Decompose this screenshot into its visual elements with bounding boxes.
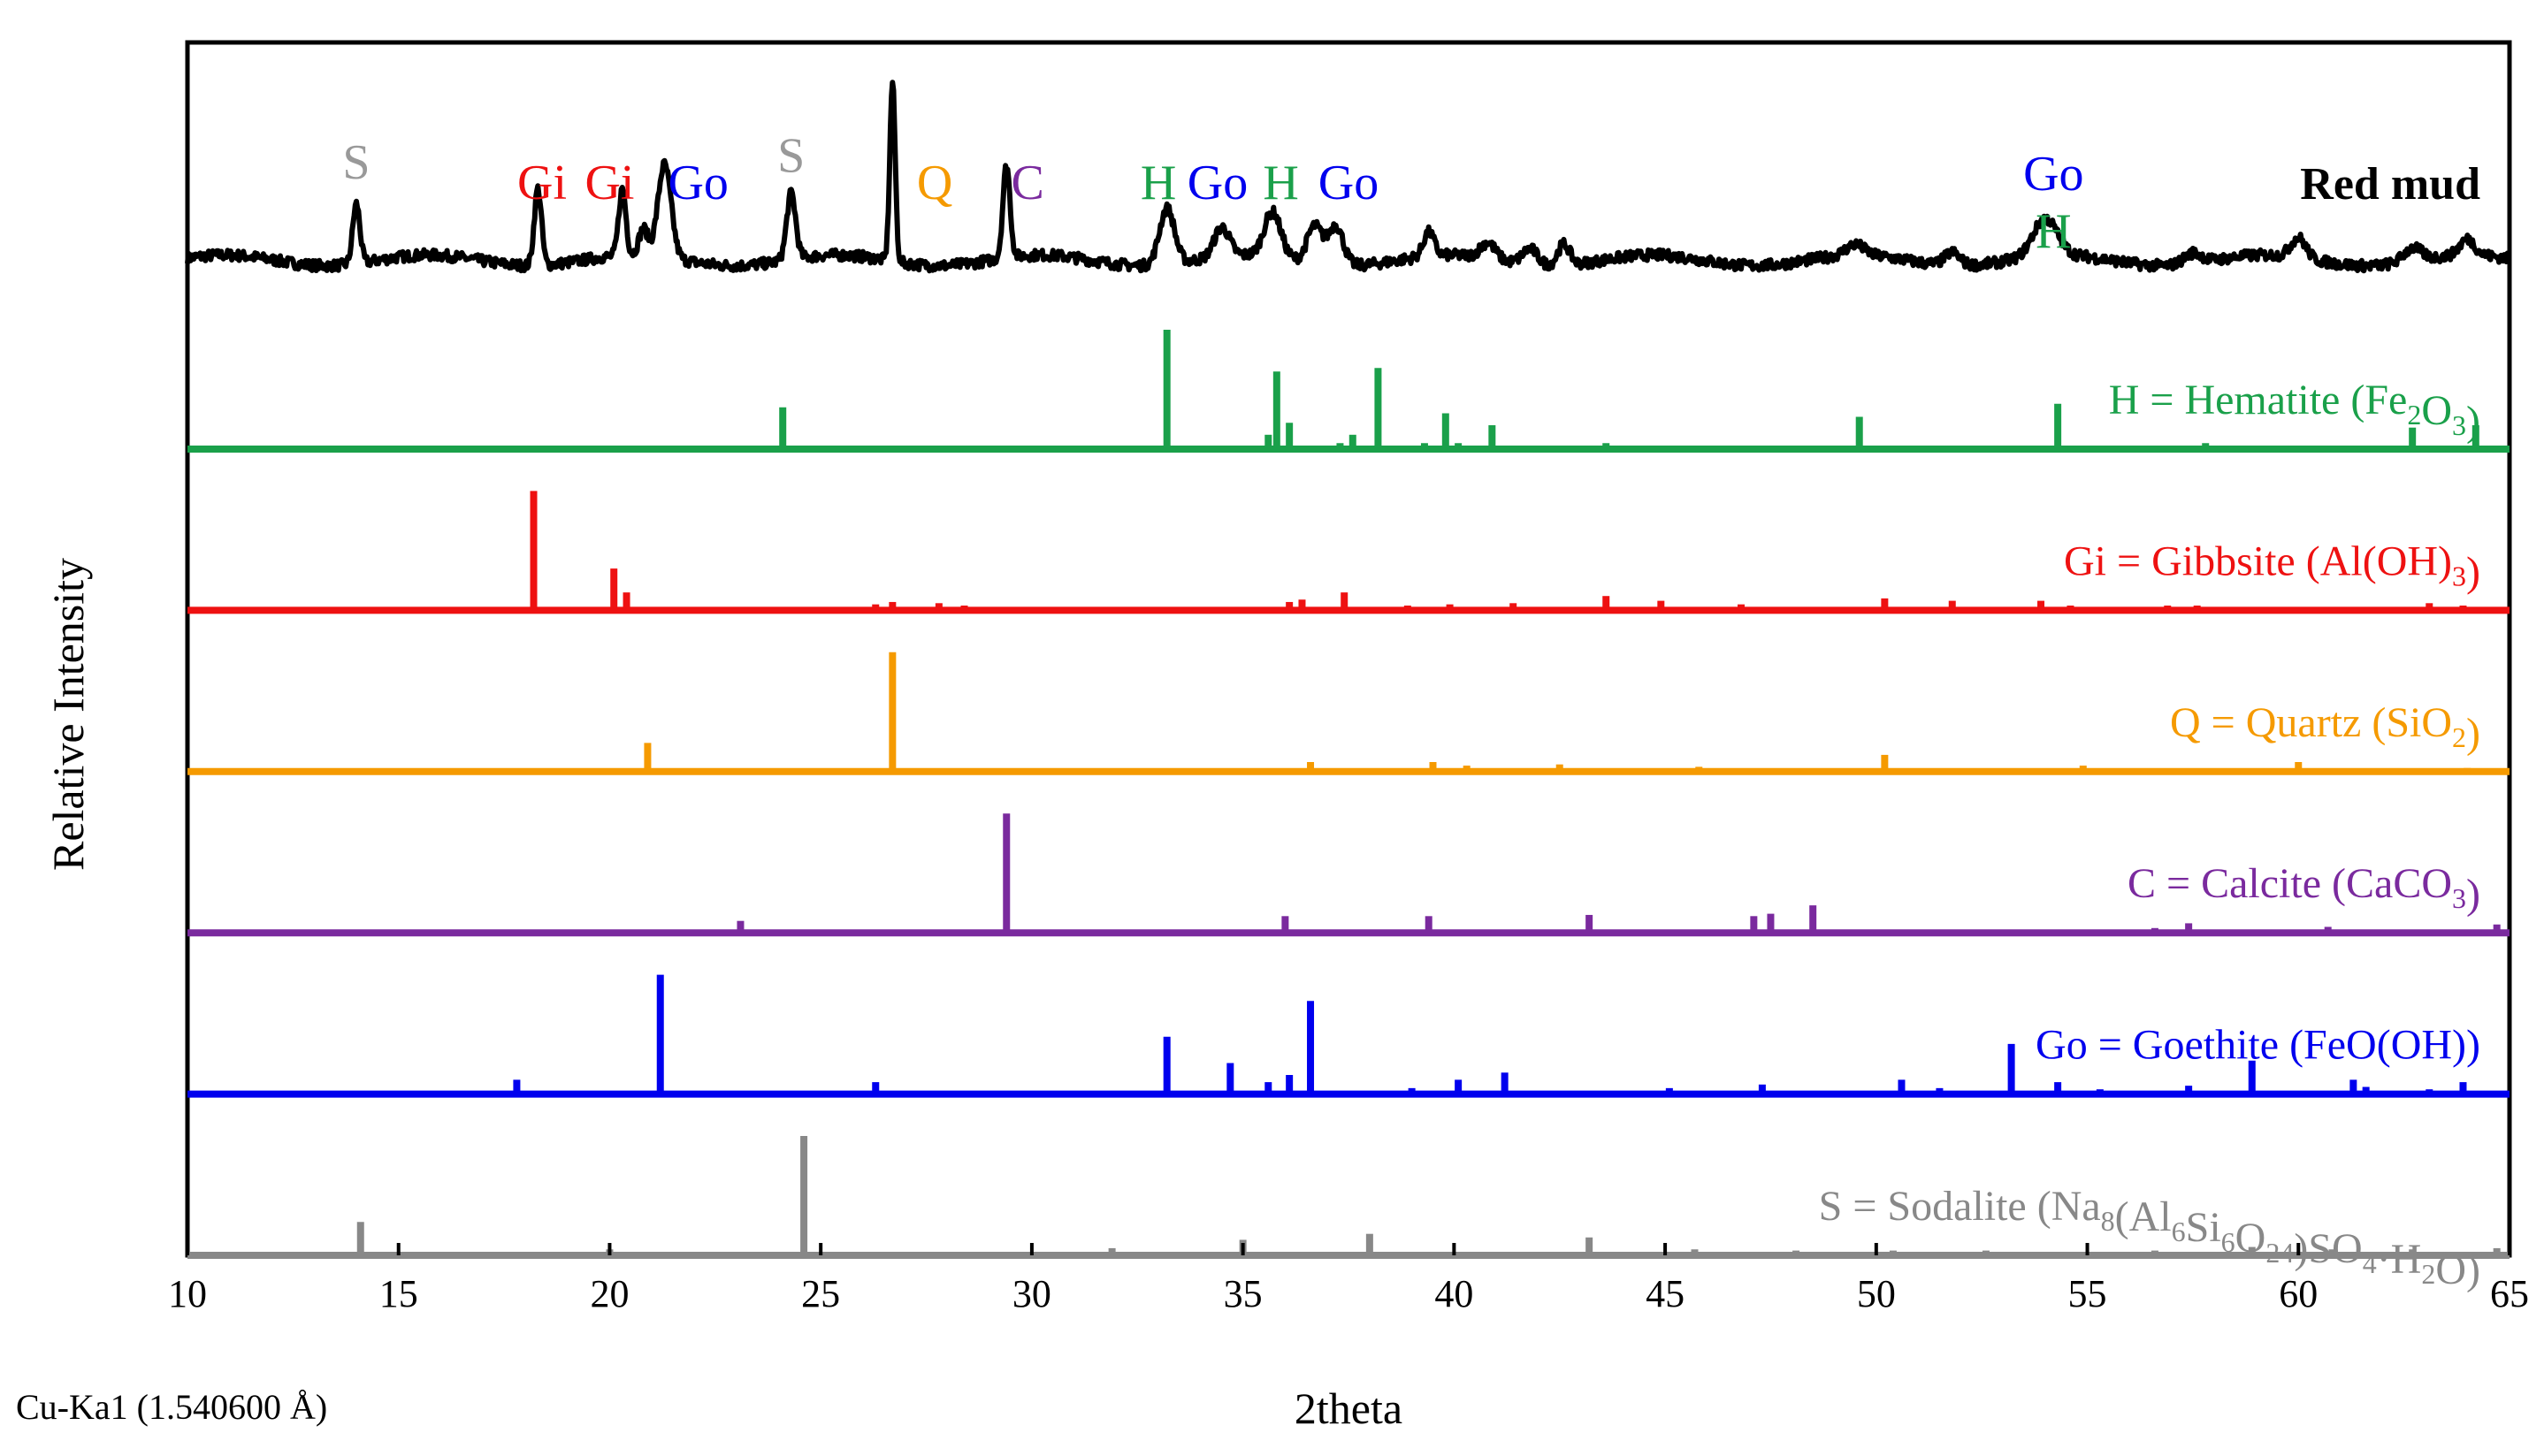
- label-gibbsite: Gi = Gibbsite (Al(OH)3): [2064, 537, 2480, 595]
- reference-calcite: [187, 813, 2510, 937]
- reference-hematite: [187, 330, 2510, 453]
- annotation-h-7: H: [1141, 156, 1176, 210]
- x-axis-label: 2theta: [1295, 1384, 1402, 1433]
- annotation-s-4: S: [777, 129, 805, 184]
- peak-annotations: S Gi Gi Go S Q C H Go H Go GoH: [342, 129, 2083, 260]
- annotation-h-9: H: [1263, 156, 1298, 210]
- annotation-gi-2: Gi: [584, 156, 634, 210]
- x-tick-label-7: 45: [1646, 1272, 1685, 1315]
- annotation-go-10: Go: [1318, 156, 1379, 210]
- annotation-gi-1: Gi: [517, 156, 567, 210]
- label-calcite: C = Calcite (CaCO3): [2128, 860, 2480, 918]
- measured-trace-red-mud: [185, 80, 2512, 274]
- annotation-h-12: H: [2036, 204, 2071, 259]
- x-axis-ticks: 10 15 20 25 30 35 40 45 50 55 60 65: [168, 1243, 2529, 1315]
- label-quartz: Q = Quartz (SiO2): [2170, 699, 2480, 757]
- x-tick-label-3: 25: [801, 1272, 840, 1315]
- x-tick-label-11: 65: [2490, 1272, 2529, 1315]
- label-goethite: Go = Goethite (FeO(OH)): [2036, 1022, 2480, 1069]
- radiation-note: Cu-Ka1 (1.540600 Å): [16, 1387, 327, 1427]
- x-tick-label-1: 15: [379, 1272, 418, 1315]
- annotation-go-3: Go: [668, 156, 728, 210]
- annotation-go-8: Go: [1188, 156, 1248, 210]
- annotation-go-11: Go: [2023, 147, 2083, 202]
- phase-labels: H = Hematite (Fe2O3) Gi = Gibbsite (Al(OH…: [1819, 159, 2480, 1293]
- annotation-s-0: S: [342, 135, 370, 190]
- reference-quartz: [187, 652, 2510, 775]
- x-tick-label-10: 60: [2279, 1272, 2318, 1315]
- measured-pattern: [185, 80, 2512, 274]
- label-hematite: H = Hematite (Fe2O3): [2109, 377, 2480, 445]
- x-tick-label-0: 10: [168, 1272, 207, 1315]
- x-tick-label-6: 40: [1434, 1272, 1473, 1315]
- annotation-q-5: Q: [917, 156, 952, 210]
- x-tick-label-2: 20: [590, 1272, 629, 1315]
- y-axis-label: Relative Intensity: [43, 558, 93, 871]
- reference-goethite: [187, 974, 2510, 1098]
- x-tick-label-9: 55: [2068, 1272, 2107, 1315]
- reference-sticks: [187, 330, 2510, 1259]
- label-red-mud: Red mud: [2300, 159, 2480, 210]
- reference-gibbsite: [187, 491, 2510, 614]
- x-tick-label-4: 30: [1012, 1272, 1051, 1315]
- label-sodalite: S = Sodalite (Na8(Al6Si6O24)SO4·H2O): [1819, 1183, 2480, 1293]
- x-tick-label-5: 35: [1224, 1272, 1263, 1315]
- x-tick-label-8: 50: [1857, 1272, 1896, 1315]
- annotation-c-6: C: [1011, 156, 1043, 210]
